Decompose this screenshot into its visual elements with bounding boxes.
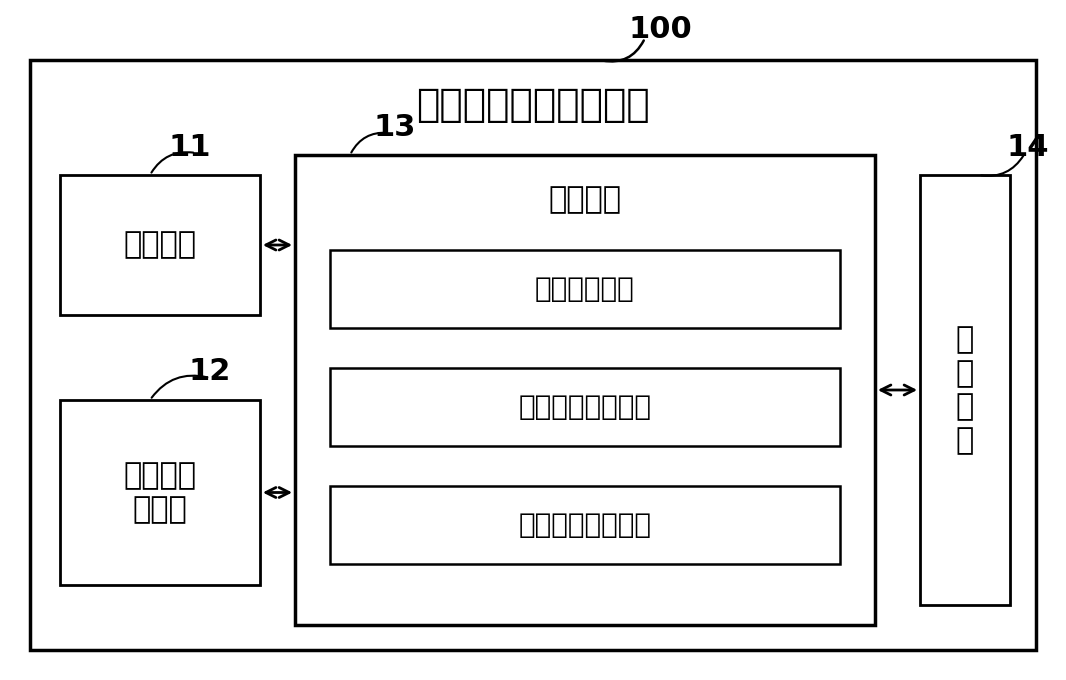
Text: 控制单元: 控制单元 [549, 186, 621, 214]
Text: 12: 12 [189, 358, 231, 386]
Text: 13: 13 [374, 112, 416, 141]
Text: 距离运算模块: 距离运算模块 [535, 275, 635, 303]
Text: 需求指令查询模块: 需求指令查询模块 [518, 393, 651, 421]
Text: 定位单元: 定位单元 [124, 231, 196, 260]
Bar [330, 486, 840, 564]
Bar [330, 368, 840, 446]
Text: 11: 11 [168, 133, 211, 162]
Text: 指令信号发送模块: 指令信号发送模块 [518, 511, 651, 539]
Bar [295, 155, 875, 625]
Text: 近距离通
讯单元: 近距离通 讯单元 [124, 461, 196, 524]
Bar [30, 60, 1036, 650]
Bar [330, 250, 840, 328]
Text: 存
储
单
元: 存 储 单 元 [956, 325, 974, 455]
Text: 100: 100 [628, 16, 692, 44]
Bar [60, 175, 260, 315]
Text: 14: 14 [1006, 133, 1049, 162]
Text: 家居设备移动遥控设备: 家居设备移动遥控设备 [416, 86, 650, 124]
Bar [920, 175, 1010, 605]
Bar [60, 400, 260, 585]
